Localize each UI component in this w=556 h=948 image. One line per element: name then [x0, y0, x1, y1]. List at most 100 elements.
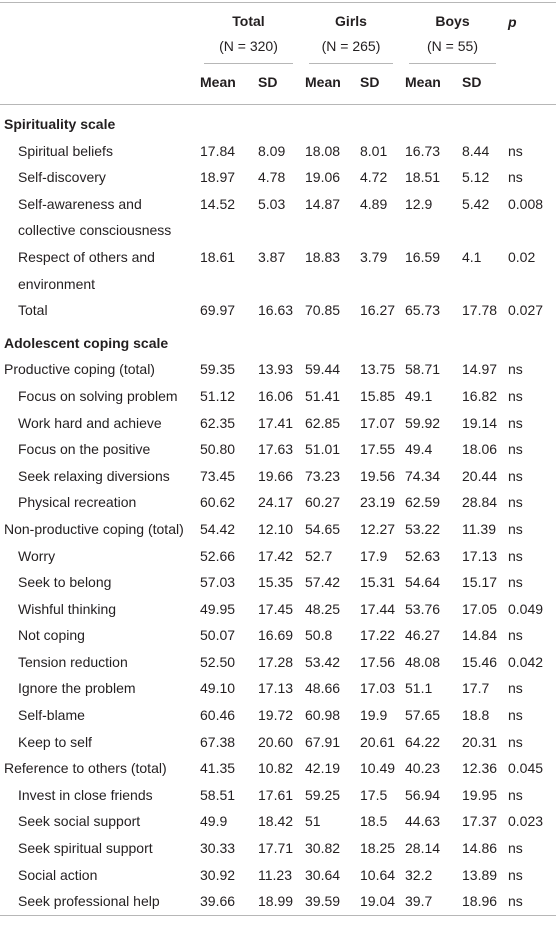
cell: 0.042: [508, 653, 544, 670]
cell: 19.9: [360, 707, 388, 724]
row-label: Self-awareness and collective consciousn…: [18, 195, 172, 239]
cell: 17.63: [258, 441, 294, 458]
cell: 17.13: [462, 547, 498, 564]
cell: 13.89: [462, 866, 498, 883]
cell: 48.08: [405, 653, 441, 670]
cell: 15.85: [360, 387, 396, 404]
cell: 74.34: [405, 467, 441, 484]
cell: 14.84: [462, 627, 498, 644]
cell: 15.46: [462, 653, 498, 670]
cell: 0.02: [508, 248, 536, 265]
group-header-inner: Girls (N = 265): [309, 9, 393, 64]
cell: 3.79: [360, 248, 388, 265]
table-row: Seek relaxing diversions 73.45 19.66 73.23 1…: [0, 463, 556, 490]
cell: 52.66: [200, 547, 236, 564]
table-row: Not coping 50.07 16.69 50.8 17.22 46.27 14.84 n…: [0, 622, 556, 649]
cell: 70.85: [305, 302, 341, 319]
cell: 51.01: [305, 441, 341, 458]
row-label: Keep to self: [18, 733, 92, 750]
cell: ns: [508, 680, 523, 697]
cell: ns: [508, 520, 523, 537]
group-header: Girls (N = 265): [301, 2, 401, 68]
cell: ns: [508, 547, 523, 564]
cell: 13.93: [258, 361, 294, 378]
corner-cell: [0, 2, 196, 68]
cell: 53.22: [405, 520, 441, 537]
cell: 16.63: [258, 302, 294, 319]
table-row: Reference to others (total) 41.35 10.82 42.…: [0, 755, 556, 782]
cell: 54.42: [200, 520, 236, 537]
table-row: Productive coping (total) 59.35 13.93 59.44…: [0, 356, 556, 383]
cell: 49.95: [200, 600, 236, 617]
table-row: Tension reduction 52.50 17.28 53.42 17.56 48.…: [0, 649, 556, 676]
row-label: Total: [18, 302, 48, 319]
cell: 17.22: [360, 627, 396, 644]
row-label: Respect of others and environment: [18, 248, 155, 292]
p-header: p: [504, 2, 556, 68]
cell: 15.35: [258, 574, 294, 591]
table-row: Seek professional help 39.66 18.99 39.59 19.…: [0, 888, 556, 916]
cell: 58.71: [405, 361, 441, 378]
cell: 5.42: [462, 195, 490, 212]
row-label: Seek relaxing diversions: [18, 467, 170, 484]
row-label: Focus on the positive: [18, 441, 151, 458]
cell: 17.5: [360, 786, 388, 803]
cell: 60.27: [305, 494, 341, 511]
cell: 10.49: [360, 760, 396, 777]
table-row: Self-awareness and collective consciousn…: [0, 191, 556, 244]
cell: ns: [508, 574, 523, 591]
cell: 4.1: [462, 248, 482, 265]
table-row: Wishful thinking 49.95 17.45 48.25 17.44 53.7…: [0, 596, 556, 623]
cell: 11.39: [462, 520, 496, 537]
cell: 62.85: [305, 414, 341, 431]
row-label: Worry: [18, 547, 56, 564]
row-label: Productive coping (total): [4, 361, 155, 378]
cell: 14.52: [200, 195, 236, 212]
cell: 60.62: [200, 494, 236, 511]
cell: 14.87: [305, 195, 341, 212]
cell: 54.64: [405, 574, 441, 591]
row-label: Spiritual beliefs: [18, 142, 113, 159]
table-row: Self-blame 60.46 19.72 60.98 19.9 57.65 18.8 ns: [0, 702, 556, 729]
cell: 15.17: [462, 574, 498, 591]
cell: 16.59: [405, 248, 441, 265]
cell: 17.42: [258, 547, 294, 564]
cell: 50.80: [200, 441, 236, 458]
table-row: Seek spiritual support 30.33 17.71 30.82 18.…: [0, 835, 556, 862]
cell: 32.2: [405, 866, 433, 883]
cell: 17.28: [258, 653, 294, 670]
cell: ns: [508, 707, 523, 724]
cell: 50.8: [305, 627, 333, 644]
cell: 59.44: [305, 361, 341, 378]
cell: 18.5: [360, 813, 388, 830]
cell: 20.61: [360, 733, 396, 750]
cell: ns: [508, 786, 523, 803]
subheader: Mean: [196, 68, 254, 105]
cell: 12.27: [360, 520, 396, 537]
table-row: Seek to belong 57.03 15.35 57.42 15.31 54.64 1…: [0, 569, 556, 596]
cell: 19.66: [258, 467, 294, 484]
cell: 19.14: [462, 414, 498, 431]
cell: 4.89: [360, 195, 388, 212]
row-label: Seek to belong: [18, 574, 112, 591]
cell: 67.91: [305, 733, 341, 750]
cell: 46.27: [405, 627, 441, 644]
cell: 41.35: [200, 760, 236, 777]
table-row: Worry 52.66 17.42 52.7 17.9 52.63 17.13 ns: [0, 543, 556, 570]
row-label: Social action: [18, 866, 98, 883]
cell: 17.84: [200, 142, 236, 159]
row-label: Reference to others (total): [4, 760, 167, 777]
row-label: Self-blame: [18, 707, 85, 724]
cell: 73.23: [305, 467, 341, 484]
cell: 8.44: [462, 142, 490, 159]
cell: 18.83: [305, 248, 341, 265]
cell: ns: [508, 467, 523, 484]
cell: 18.06: [462, 441, 498, 458]
section-row: Adolescent coping scale: [0, 324, 556, 357]
cell: 51.1: [405, 680, 433, 697]
cell: 57.42: [305, 574, 341, 591]
row-label: Tension reduction: [18, 653, 128, 670]
cell: 19.72: [258, 707, 294, 724]
cell: 14.86: [462, 840, 498, 857]
